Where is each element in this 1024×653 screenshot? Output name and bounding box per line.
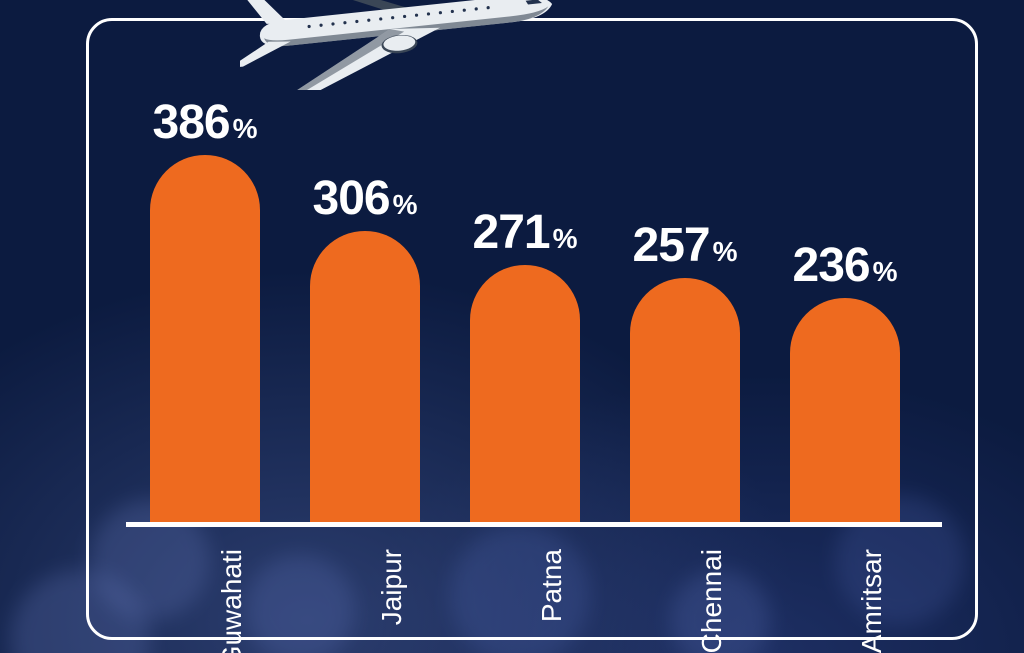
- x-axis: [126, 522, 942, 527]
- bar-category-label: Guwahati: [216, 431, 248, 549]
- bar-value-label: 306%: [285, 171, 445, 226]
- percent-sign: %: [713, 236, 738, 268]
- bar-category-text: Guwahati: [216, 549, 248, 653]
- bar-category-label: Jaipur: [376, 473, 408, 549]
- percent-sign: %: [233, 113, 258, 145]
- bar-value-number: 306: [313, 171, 390, 226]
- chart-stage: 386% Guwahati 306% Jaipur 271% Patna 257% Chenn…: [0, 0, 1024, 653]
- bar-category-text: Jaipur: [376, 549, 408, 625]
- bar-value-number: 257: [633, 218, 710, 273]
- bar-value-label: 236%: [765, 238, 925, 293]
- bar-category-text: Patna: [536, 549, 568, 622]
- bar-category-label: Chennai: [696, 445, 728, 549]
- bar-category-label: Amritsar: [856, 445, 888, 549]
- percent-sign: %: [553, 223, 578, 255]
- bar-value-label: 257%: [605, 218, 765, 273]
- bar-value-label: 271%: [445, 205, 605, 260]
- bar-value-number: 271: [473, 205, 550, 260]
- bar-category-text: Chennai: [696, 549, 728, 653]
- percent-sign: %: [873, 256, 898, 288]
- percent-sign: %: [393, 189, 418, 221]
- bar-value-number: 386: [153, 95, 230, 150]
- bar-value-label: 386%: [125, 95, 285, 150]
- bar-category-label: Patna: [536, 476, 568, 549]
- bar-value-number: 236: [793, 238, 870, 293]
- bar-category-text: Amritsar: [856, 549, 888, 653]
